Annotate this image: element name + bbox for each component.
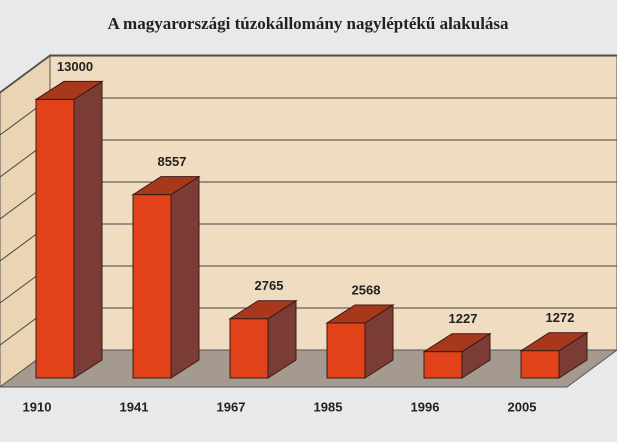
bar [132,194,172,379]
bar [520,350,560,379]
value-label: 8557 [158,154,187,169]
bar-side [73,80,103,379]
wall-line [0,55,51,94]
value-label: 1272 [546,310,575,325]
x-tick-label: 1967 [217,399,246,414]
bar-side [170,175,200,379]
value-label: 13000 [57,59,93,74]
x-tick-label: 1910 [23,399,52,414]
chart-title: A magyarországi túzokállomány nagylépték… [107,14,509,33]
bar [229,318,269,379]
value-label: 2568 [352,282,381,297]
bar [423,351,463,379]
bar [326,322,366,379]
x-tick-label: 1985 [314,399,343,414]
x-tick-label: 2005 [508,399,537,414]
value-label: 1227 [449,311,478,326]
x-tick-label: 1996 [411,399,440,414]
bar [35,98,75,379]
value-label: 2765 [255,278,284,293]
x-tick-label: 1941 [120,399,149,414]
